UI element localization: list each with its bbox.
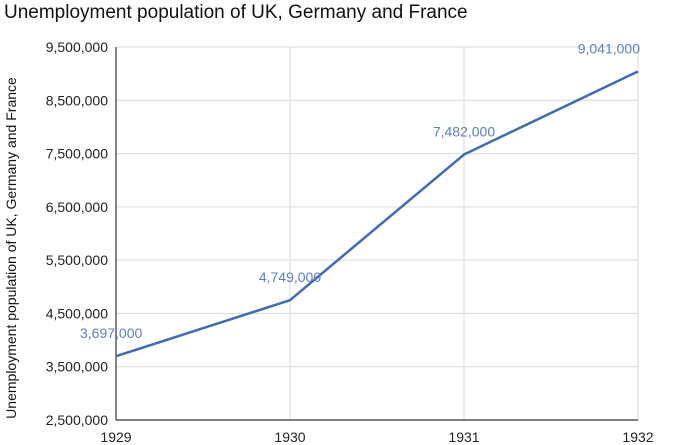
axes [115,47,638,421]
x-tick-label: 1931 [448,429,479,445]
y-axis-title: Unemployment population of UK, Germany a… [3,77,19,419]
data-label: 9,041,000 [578,40,640,56]
series-line [115,70,639,358]
data-labels: 3,697,000 4,749,000 7,482,000 9,041,000 [80,40,640,341]
y-tick-label: 8,500,000 [46,92,108,108]
data-label: 3,697,000 [80,325,142,341]
chart-title: Unemployment population of UK, Germany a… [4,2,468,23]
x-axis-ticks: 1929 1930 1931 1932 [100,429,653,445]
y-tick-label: 4,500,000 [46,305,108,321]
x-tick-label: 1929 [100,429,131,445]
series-layer [115,70,639,358]
x-tick-label: 1932 [622,429,653,445]
data-label: 4,749,000 [259,269,321,285]
y-axis-ticks: 2,500,000 3,500,000 4,500,000 5,500,000 6,50… [46,39,108,428]
y-tick-label: 6,500,000 [46,199,108,215]
gridlines [116,46,639,420]
data-label: 7,482,000 [433,124,495,140]
y-tick-label: 2,500,000 [46,412,108,428]
x-tick-label: 1930 [274,429,305,445]
y-tick-label: 5,500,000 [46,252,108,268]
y-tick-label: 3,500,000 [46,359,108,375]
y-tick-label: 7,500,000 [46,146,108,162]
y-tick-label: 9,500,000 [46,39,108,55]
